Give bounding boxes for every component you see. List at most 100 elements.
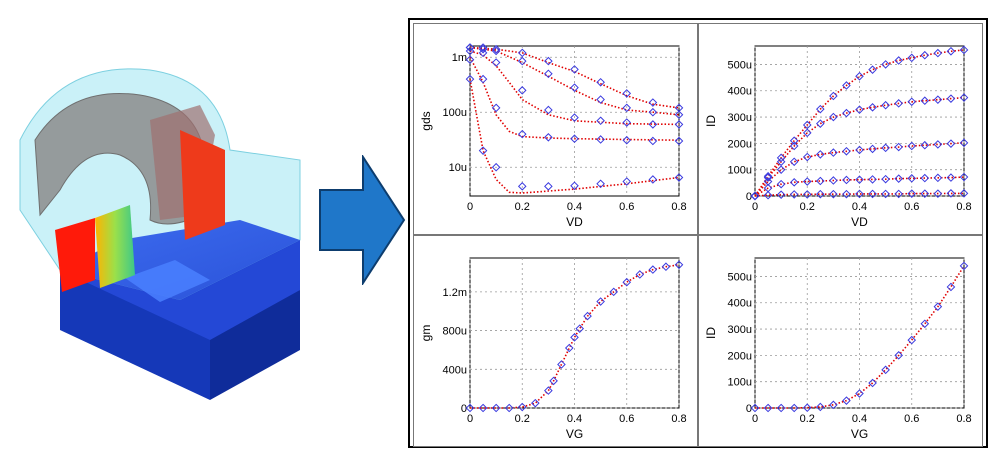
data-point-marker xyxy=(478,48,488,58)
model-curve xyxy=(754,142,965,197)
data-point-marker xyxy=(570,113,579,122)
data-point-marker xyxy=(491,403,501,413)
y-tick-label: 0 xyxy=(746,403,752,415)
data-point-marker xyxy=(868,378,877,388)
data-point-marker xyxy=(491,103,501,113)
data-point-marker xyxy=(894,351,903,360)
data-point-marker xyxy=(583,311,592,321)
data-point-marker xyxy=(544,386,553,395)
data-point-marker xyxy=(596,116,605,126)
data-point-marker xyxy=(920,319,930,329)
data-point-marker xyxy=(517,86,527,95)
y-axis-label: gm xyxy=(419,325,433,342)
data-point-marker xyxy=(946,46,956,56)
y-tick-label: 100u xyxy=(728,377,752,389)
data-point-marker xyxy=(894,99,903,108)
data-point-marker xyxy=(465,46,475,56)
data-point-marker xyxy=(920,173,930,183)
data-point-marker xyxy=(549,376,558,386)
data-point-marker xyxy=(763,173,773,182)
chart-id-vs-vd: 0 0.2 0.4 0.6 0.8 0 100u 200u 300u 400u 500u VD ID xyxy=(704,45,972,229)
data-point-marker xyxy=(829,112,838,122)
y-tick-label: 200u xyxy=(728,350,752,362)
data-point-marker xyxy=(946,94,956,103)
data-point-marker xyxy=(907,335,917,345)
data-point-marker xyxy=(802,190,812,199)
x-tick-label: 0.6 xyxy=(619,201,634,213)
data-point-marker xyxy=(789,136,799,146)
data-point-marker xyxy=(959,172,969,182)
data-point-marker xyxy=(881,143,890,153)
data-point-marker xyxy=(816,176,825,186)
data-point-marker xyxy=(855,389,864,398)
data-point-marker xyxy=(933,173,943,183)
data-point-marker xyxy=(622,277,632,287)
x-axis-label: VG xyxy=(566,427,583,441)
device-3d-rendering xyxy=(19,68,301,400)
x-axis-label: VD xyxy=(566,215,583,229)
data-point-marker xyxy=(478,74,488,84)
model-curve xyxy=(469,56,680,141)
data-point-marker xyxy=(575,324,585,333)
y-tick-label: 200u xyxy=(728,138,752,150)
data-point-marker xyxy=(946,139,956,148)
y-tick-label: 500u xyxy=(728,271,752,283)
y-tick-label: 1.2m xyxy=(443,287,467,299)
y-tick-label: 500u xyxy=(728,59,752,71)
data-point-marker xyxy=(802,403,812,413)
data-point-marker xyxy=(946,189,956,198)
y-tick-label: 100u xyxy=(443,107,467,119)
x-tick-label: 0 xyxy=(467,413,473,425)
y-axis-label: ID xyxy=(704,115,718,127)
data-point-marker xyxy=(622,118,632,127)
chart-gds-vs-vd: 0 0.2 0.4 0.6 0.8 10u 100u 1m VD gds xyxy=(419,43,687,229)
data-point-marker xyxy=(478,146,488,155)
data-point-marker xyxy=(763,171,773,181)
data-point-marker xyxy=(829,176,838,185)
data-point-marker xyxy=(789,190,799,199)
data-point-marker xyxy=(674,136,684,146)
data-point-marker xyxy=(933,302,943,311)
data-point-marker xyxy=(946,173,956,182)
data-point-marker xyxy=(517,129,527,139)
plot-panel-frame: 0 0.2 0.4 0.6 0.8 10u 100u 1m VD gds 0 0.2 0.4 0.6 0.… xyxy=(408,18,988,448)
data-point-marker xyxy=(907,189,917,198)
data-point-marker xyxy=(907,97,917,107)
y-tick-label: 1m xyxy=(452,52,467,64)
data-point-marker xyxy=(842,396,851,405)
data-point-marker xyxy=(920,189,930,198)
data-point-marker xyxy=(842,175,851,185)
x-tick-label: 0.2 xyxy=(800,201,815,213)
x-tick-label: 0.2 xyxy=(515,201,530,213)
data-point-marker xyxy=(933,189,943,198)
y-tick-label: 400u xyxy=(443,364,467,376)
data-point-marker xyxy=(881,365,890,375)
data-point-marker xyxy=(674,260,684,270)
plot-gds-vs-vd: 0 0.2 0.4 0.6 0.8 10u 100u 1m VD gds xyxy=(413,23,698,235)
data-point-marker xyxy=(894,189,903,199)
y-tick-label: 800u xyxy=(443,326,467,338)
data-point-marker xyxy=(570,181,579,191)
data-point-marker xyxy=(816,402,825,412)
model-curve xyxy=(754,49,965,197)
data-point-marker xyxy=(491,58,501,67)
x-tick-label: 0.6 xyxy=(619,413,634,425)
chart-id-vs-vg: 0 0.2 0.4 0.6 0.8 0 100u 200u 300u 400u 500u VG ID xyxy=(704,257,972,441)
x-tick-label: 0.4 xyxy=(567,201,582,213)
data-point-marker xyxy=(933,140,943,149)
data-point-marker xyxy=(750,403,760,413)
data-point-marker xyxy=(855,175,864,184)
data-point-marker xyxy=(465,55,475,65)
data-point-marker xyxy=(622,103,632,113)
data-point-marker xyxy=(789,157,799,167)
x-tick-label: 0.8 xyxy=(671,201,686,213)
y-tick-label: 10u xyxy=(449,162,467,174)
data-point-marker xyxy=(920,140,930,150)
data-point-marker xyxy=(776,179,786,189)
data-point-marker xyxy=(933,95,943,104)
data-point-marker xyxy=(609,287,618,297)
data-point-marker xyxy=(544,56,553,66)
data-point-marker xyxy=(544,182,553,191)
data-point-marker xyxy=(881,189,890,199)
x-tick-label: 0.6 xyxy=(904,413,919,425)
